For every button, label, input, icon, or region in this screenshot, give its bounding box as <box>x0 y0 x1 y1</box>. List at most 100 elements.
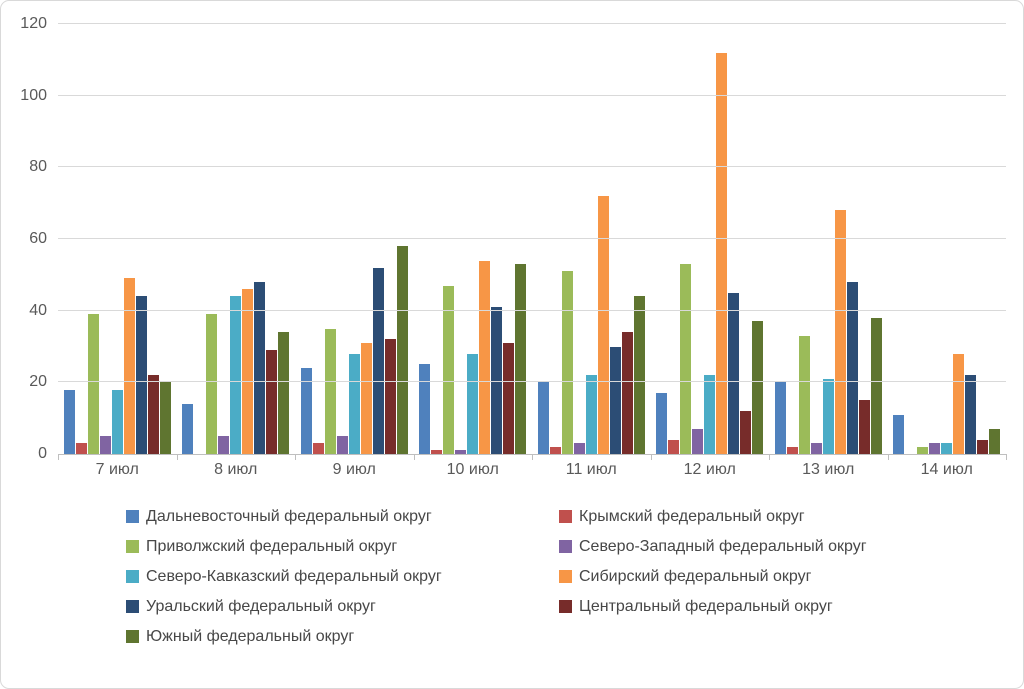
plot-area <box>58 23 1007 460</box>
bar-group <box>769 24 888 454</box>
bar-13 июл-Южный федеральный округ <box>870 317 882 454</box>
y-tick-label: 80 <box>29 158 47 176</box>
legend-swatch-icon <box>559 540 572 553</box>
bar-7 июл-Северо-Кавказский федеральный округ <box>111 389 123 454</box>
legend-swatch-icon <box>126 540 139 553</box>
x-tick-label: 14 июл <box>920 461 973 478</box>
bar-14 июл-Южный федеральный округ <box>989 428 1001 454</box>
gridline <box>58 94 1006 96</box>
legend-item: Дальневосточный федеральный округ <box>126 506 559 527</box>
bar-14 июл-Дальневосточный федеральный округ <box>893 414 905 454</box>
legend-item: Приволжский федеральный округ <box>126 536 559 557</box>
legend-label: Северо-Кавказский федеральный округ <box>146 567 442 585</box>
bar-7 июл-Южный федеральный округ <box>159 382 171 454</box>
axis-tick <box>532 454 533 460</box>
bar-12 июл-Уральский федеральный округ <box>728 292 740 454</box>
legend-item: Крымский федеральный округ <box>559 506 986 527</box>
legend-item: Южный федеральный округ <box>126 626 559 647</box>
bar-13 июл-Крымский федеральный округ <box>786 446 798 454</box>
legend-swatch-icon <box>126 570 139 583</box>
bar-group <box>532 24 651 454</box>
bar-7 июл-Уральский федеральный округ <box>135 296 147 454</box>
bar-10 июл-Крымский федеральный округ <box>431 450 443 454</box>
legend-label: Южный федеральный округ <box>146 627 355 645</box>
gridline <box>58 309 1006 311</box>
legend-label: Приволжский федеральный округ <box>146 537 398 555</box>
x-tick-label: 13 июл <box>802 461 855 478</box>
legend-swatch-icon <box>559 510 572 523</box>
legend-swatch-icon <box>559 600 572 613</box>
bar-group <box>651 24 770 454</box>
y-tick-label: 0 <box>38 445 47 462</box>
bar-12 июл-Северо-Кавказский федеральный округ <box>704 375 716 454</box>
bar-10 июл-Центральный федеральный округ <box>503 342 515 454</box>
gridline <box>58 381 1006 383</box>
legend-item: Северо-Западный федеральный округ <box>559 536 986 557</box>
x-axis: 7 июл 8 июл 9 июл 10 июл 11 июл 12 июл 13 июл 1… <box>58 461 1006 479</box>
bar-8 июл-Сибирский федеральный округ <box>242 289 254 454</box>
legend-item: Сибирский федеральный округ <box>559 566 986 587</box>
bar-9 июл-Крымский федеральный округ <box>312 443 324 454</box>
bar-8 июл-Дальневосточный федеральный округ <box>182 403 194 454</box>
bar-9 июл-Уральский федеральный округ <box>372 267 384 454</box>
bar-8 июл-Южный федеральный округ <box>278 332 290 454</box>
gridline <box>58 166 1006 168</box>
legend-label: Центральный федеральный округ <box>579 597 833 615</box>
bar-group <box>888 24 1007 454</box>
y-tick-label: 20 <box>29 373 47 391</box>
axis-tick <box>58 454 59 460</box>
bar-9 июл-Сибирский федеральный округ <box>360 342 372 454</box>
y-tick-label: 100 <box>20 86 47 104</box>
axis-tick <box>769 454 770 460</box>
bar-11 июл-Северо-Западный федеральный округ <box>573 443 585 454</box>
legend-item: Северо-Кавказский федеральный округ <box>126 566 559 587</box>
axis-tick <box>413 454 415 460</box>
legend: Дальневосточный федеральный округ Крымски… <box>126 506 986 647</box>
axis-tick <box>887 454 889 460</box>
bar-7 июл-Сибирский федеральный округ <box>123 278 135 454</box>
bar-8 июл-Уральский федеральный округ <box>254 282 266 454</box>
axis-tick <box>1006 454 1007 460</box>
bar-13 июл-Северо-Кавказский федеральный округ <box>822 378 834 454</box>
bar-11 июл-Уральский федеральный округ <box>609 346 621 454</box>
bar-7 июл-Крымский федеральный округ <box>75 443 87 454</box>
bar-10 июл-Приволжский федеральный округ <box>443 285 455 454</box>
bar-group <box>58 24 177 454</box>
y-tick-label: 120 <box>20 15 47 32</box>
bar-11 июл-Центральный федеральный округ <box>621 332 633 454</box>
bar-11 июл-Дальневосточный федеральный округ <box>537 382 549 454</box>
bar-10 июл-Южный федеральный округ <box>515 264 527 454</box>
bar-13 июл-Уральский федеральный округ <box>846 282 858 454</box>
legend-label: Уральский федеральный округ <box>146 597 376 615</box>
x-tick-label: 8 июл <box>214 461 258 478</box>
y-tick-label: 60 <box>29 230 47 247</box>
bar-12 июл-Южный федеральный округ <box>752 321 764 454</box>
bar-7 июл-Центральный федеральный округ <box>147 375 159 454</box>
bar-12 июл-Приволжский федеральный округ <box>680 264 692 454</box>
bar-7 июл-Приволжский федеральный округ <box>87 314 99 454</box>
bar-12 июл-Сибирский федеральный округ <box>716 52 728 454</box>
bar-12 июл-Северо-Западный федеральный округ <box>692 428 704 454</box>
bar-13 июл-Приволжский федеральный округ <box>798 335 810 454</box>
bar-14 июл-Приволжский федеральный округ <box>917 446 929 454</box>
y-tick-label: 40 <box>29 301 47 319</box>
bar-group <box>295 24 414 454</box>
legend-label: Сибирский федеральный округ <box>579 567 812 585</box>
legend-label: Северо-Западный федеральный округ <box>579 537 867 555</box>
bar-group <box>414 24 533 454</box>
bar-11 июл-Сибирский федеральный округ <box>597 196 609 454</box>
legend-swatch-icon <box>559 570 572 583</box>
bar-11 июл-Крымский федеральный округ <box>549 446 561 454</box>
bar-13 июл-Дальневосточный федеральный округ <box>774 382 786 454</box>
gridline <box>58 23 1006 24</box>
bar-13 июл-Центральный федеральный округ <box>858 400 870 454</box>
bar-14 июл-Сибирский федеральный округ <box>953 353 965 454</box>
bar-12 июл-Крымский федеральный округ <box>668 439 680 454</box>
legend-item: Уральский федеральный округ <box>126 596 559 617</box>
legend-swatch-icon <box>126 510 139 523</box>
legend-label: Дальневосточный федеральный округ <box>146 507 432 525</box>
bar-8 июл-Северо-Кавказский федеральный округ <box>230 296 242 454</box>
x-tick-label: 12 июл <box>683 461 736 478</box>
bar-7 июл-Северо-Западный федеральный округ <box>99 436 111 454</box>
